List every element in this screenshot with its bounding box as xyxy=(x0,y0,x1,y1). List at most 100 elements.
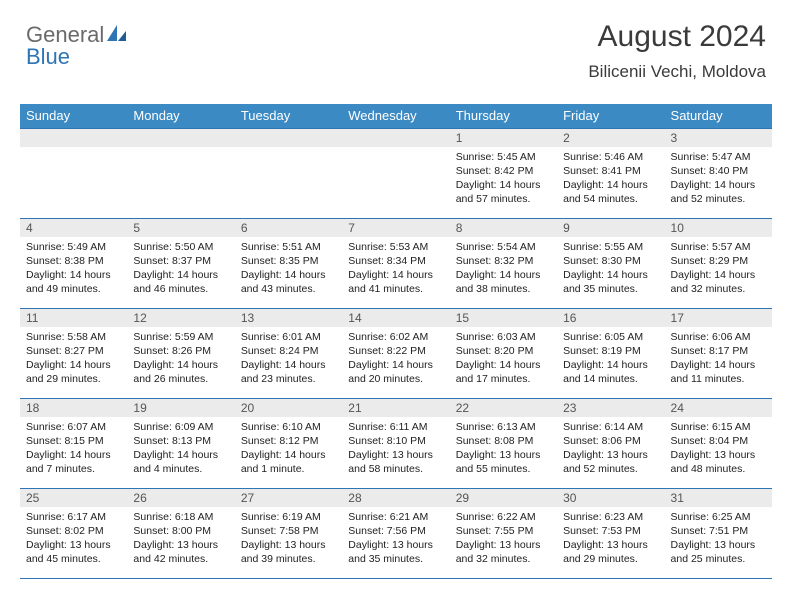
sunset-text: Sunset: 8:06 PM xyxy=(563,434,658,448)
sunrise-text: Sunrise: 6:14 AM xyxy=(563,420,658,434)
sunrise-text: Sunrise: 6:23 AM xyxy=(563,510,658,524)
day-details: Sunrise: 6:03 AMSunset: 8:20 PMDaylight:… xyxy=(450,327,557,389)
sunset-text: Sunset: 8:30 PM xyxy=(563,254,658,268)
sunset-text: Sunset: 8:02 PM xyxy=(26,524,121,538)
day-header: Friday xyxy=(557,104,664,128)
day-number xyxy=(235,129,342,147)
sunrise-text: Sunrise: 6:18 AM xyxy=(133,510,228,524)
day-details: Sunrise: 6:05 AMSunset: 8:19 PMDaylight:… xyxy=(557,327,664,389)
day-details: Sunrise: 6:02 AMSunset: 8:22 PMDaylight:… xyxy=(342,327,449,389)
sunrise-text: Sunrise: 5:50 AM xyxy=(133,240,228,254)
sunrise-text: Sunrise: 5:46 AM xyxy=(563,150,658,164)
sunset-text: Sunset: 7:51 PM xyxy=(671,524,766,538)
sunset-text: Sunset: 8:24 PM xyxy=(241,344,336,358)
day-number: 24 xyxy=(665,399,772,417)
day-number: 30 xyxy=(557,489,664,507)
calendar-day-cell: 9Sunrise: 5:55 AMSunset: 8:30 PMDaylight… xyxy=(557,218,664,308)
day-number xyxy=(20,129,127,147)
calendar-day-cell: 8Sunrise: 5:54 AMSunset: 8:32 PMDaylight… xyxy=(450,218,557,308)
calendar-day-cell: 17Sunrise: 6:06 AMSunset: 8:17 PMDayligh… xyxy=(665,308,772,398)
calendar-day-cell: 31Sunrise: 6:25 AMSunset: 7:51 PMDayligh… xyxy=(665,488,772,578)
logo-text-blue: Blue xyxy=(26,44,70,69)
calendar-day-cell: 27Sunrise: 6:19 AMSunset: 7:58 PMDayligh… xyxy=(235,488,342,578)
day-header: Monday xyxy=(127,104,234,128)
sunset-text: Sunset: 8:10 PM xyxy=(348,434,443,448)
calendar-day-cell: 12Sunrise: 5:59 AMSunset: 8:26 PMDayligh… xyxy=(127,308,234,398)
sunset-text: Sunset: 8:40 PM xyxy=(671,164,766,178)
daylight-text: Daylight: 14 hours and 52 minutes. xyxy=(671,178,766,206)
calendar-week-row: 11Sunrise: 5:58 AMSunset: 8:27 PMDayligh… xyxy=(20,308,772,398)
daylight-text: Daylight: 13 hours and 32 minutes. xyxy=(456,538,551,566)
day-details: Sunrise: 6:22 AMSunset: 7:55 PMDaylight:… xyxy=(450,507,557,569)
day-number: 23 xyxy=(557,399,664,417)
calendar-day-cell xyxy=(20,128,127,218)
day-number xyxy=(127,129,234,147)
day-details: Sunrise: 6:13 AMSunset: 8:08 PMDaylight:… xyxy=(450,417,557,479)
daylight-text: Daylight: 14 hours and 29 minutes. xyxy=(26,358,121,386)
daylight-text: Daylight: 14 hours and 57 minutes. xyxy=(456,178,551,206)
calendar-day-cell: 7Sunrise: 5:53 AMSunset: 8:34 PMDaylight… xyxy=(342,218,449,308)
day-number: 7 xyxy=(342,219,449,237)
sunset-text: Sunset: 8:26 PM xyxy=(133,344,228,358)
calendar-day-cell: 5Sunrise: 5:50 AMSunset: 8:37 PMDaylight… xyxy=(127,218,234,308)
day-number xyxy=(342,129,449,147)
calendar-day-cell: 10Sunrise: 5:57 AMSunset: 8:29 PMDayligh… xyxy=(665,218,772,308)
day-header: Tuesday xyxy=(235,104,342,128)
day-number: 13 xyxy=(235,309,342,327)
sunrise-text: Sunrise: 5:55 AM xyxy=(563,240,658,254)
day-details: Sunrise: 6:15 AMSunset: 8:04 PMDaylight:… xyxy=(665,417,772,479)
sunrise-text: Sunrise: 6:05 AM xyxy=(563,330,658,344)
calendar-day-cell: 1Sunrise: 5:45 AMSunset: 8:42 PMDaylight… xyxy=(450,128,557,218)
day-details: Sunrise: 5:59 AMSunset: 8:26 PMDaylight:… xyxy=(127,327,234,389)
daylight-text: Daylight: 14 hours and 4 minutes. xyxy=(133,448,228,476)
calendar-day-cell: 16Sunrise: 6:05 AMSunset: 8:19 PMDayligh… xyxy=(557,308,664,398)
daylight-text: Daylight: 14 hours and 20 minutes. xyxy=(348,358,443,386)
calendar-table: Sunday Monday Tuesday Wednesday Thursday… xyxy=(20,104,772,579)
day-details: Sunrise: 5:51 AMSunset: 8:35 PMDaylight:… xyxy=(235,237,342,299)
sunset-text: Sunset: 8:34 PM xyxy=(348,254,443,268)
day-details: Sunrise: 5:55 AMSunset: 8:30 PMDaylight:… xyxy=(557,237,664,299)
day-number: 31 xyxy=(665,489,772,507)
sunset-text: Sunset: 7:55 PM xyxy=(456,524,551,538)
day-details: Sunrise: 5:53 AMSunset: 8:34 PMDaylight:… xyxy=(342,237,449,299)
day-details: Sunrise: 6:09 AMSunset: 8:13 PMDaylight:… xyxy=(127,417,234,479)
calendar-day-cell: 21Sunrise: 6:11 AMSunset: 8:10 PMDayligh… xyxy=(342,398,449,488)
month-title: August 2024 xyxy=(588,20,766,54)
calendar-day-cell: 23Sunrise: 6:14 AMSunset: 8:06 PMDayligh… xyxy=(557,398,664,488)
day-header: Thursday xyxy=(450,104,557,128)
sunrise-text: Sunrise: 6:03 AM xyxy=(456,330,551,344)
sunrise-text: Sunrise: 5:49 AM xyxy=(26,240,121,254)
calendar-day-cell: 20Sunrise: 6:10 AMSunset: 8:12 PMDayligh… xyxy=(235,398,342,488)
sunset-text: Sunset: 8:13 PM xyxy=(133,434,228,448)
daylight-text: Daylight: 14 hours and 32 minutes. xyxy=(671,268,766,296)
day-number: 29 xyxy=(450,489,557,507)
calendar-day-cell: 22Sunrise: 6:13 AMSunset: 8:08 PMDayligh… xyxy=(450,398,557,488)
day-number: 6 xyxy=(235,219,342,237)
day-number: 5 xyxy=(127,219,234,237)
sunset-text: Sunset: 8:27 PM xyxy=(26,344,121,358)
day-details: Sunrise: 6:06 AMSunset: 8:17 PMDaylight:… xyxy=(665,327,772,389)
calendar-day-cell: 15Sunrise: 6:03 AMSunset: 8:20 PMDayligh… xyxy=(450,308,557,398)
day-number: 17 xyxy=(665,309,772,327)
sunrise-text: Sunrise: 6:01 AM xyxy=(241,330,336,344)
sunset-text: Sunset: 8:00 PM xyxy=(133,524,228,538)
day-details: Sunrise: 5:54 AMSunset: 8:32 PMDaylight:… xyxy=(450,237,557,299)
daylight-text: Daylight: 13 hours and 25 minutes. xyxy=(671,538,766,566)
sunrise-text: Sunrise: 6:15 AM xyxy=(671,420,766,434)
day-details: Sunrise: 6:17 AMSunset: 8:02 PMDaylight:… xyxy=(20,507,127,569)
daylight-text: Daylight: 14 hours and 14 minutes. xyxy=(563,358,658,386)
calendar-day-cell: 24Sunrise: 6:15 AMSunset: 8:04 PMDayligh… xyxy=(665,398,772,488)
daylight-text: Daylight: 14 hours and 54 minutes. xyxy=(563,178,658,206)
sunrise-text: Sunrise: 5:59 AM xyxy=(133,330,228,344)
calendar-week-row: 4Sunrise: 5:49 AMSunset: 8:38 PMDaylight… xyxy=(20,218,772,308)
calendar-day-cell: 6Sunrise: 5:51 AMSunset: 8:35 PMDaylight… xyxy=(235,218,342,308)
sunrise-text: Sunrise: 6:09 AM xyxy=(133,420,228,434)
day-header: Sunday xyxy=(20,104,127,128)
sunrise-text: Sunrise: 5:57 AM xyxy=(671,240,766,254)
day-number: 4 xyxy=(20,219,127,237)
day-number: 16 xyxy=(557,309,664,327)
daylight-text: Daylight: 14 hours and 7 minutes. xyxy=(26,448,121,476)
sunset-text: Sunset: 8:41 PM xyxy=(563,164,658,178)
sunrise-text: Sunrise: 6:07 AM xyxy=(26,420,121,434)
day-details: Sunrise: 6:21 AMSunset: 7:56 PMDaylight:… xyxy=(342,507,449,569)
